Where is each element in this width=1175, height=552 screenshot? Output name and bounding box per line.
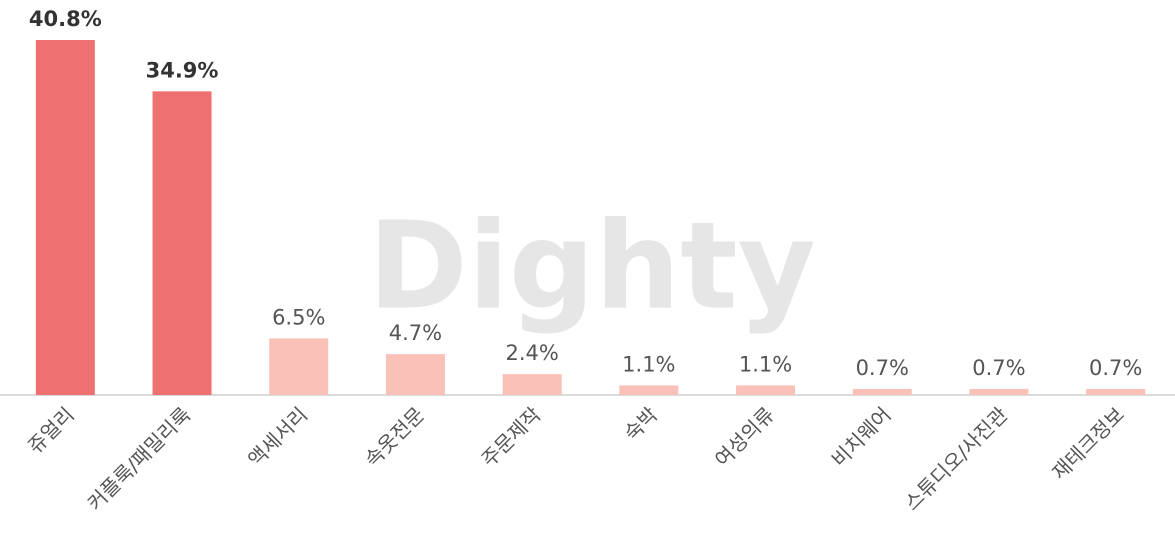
value-label: 2.4% bbox=[505, 341, 558, 365]
value-label: 0.7% bbox=[856, 356, 909, 380]
value-label: 34.9% bbox=[146, 58, 219, 82]
bar bbox=[852, 388, 912, 395]
x-tick-label: 여성의류 bbox=[710, 402, 779, 471]
value-label: 1.1% bbox=[739, 352, 792, 376]
x-tick-label: 쥬얼리 bbox=[23, 402, 79, 458]
bar bbox=[502, 374, 562, 395]
bar bbox=[269, 338, 329, 395]
bar bbox=[35, 40, 95, 395]
bar bbox=[385, 354, 445, 395]
bar bbox=[1086, 388, 1146, 395]
x-tick-label: 재테크정보 bbox=[1047, 402, 1129, 484]
bar bbox=[736, 385, 796, 395]
x-tick-label: 숙박 bbox=[619, 402, 662, 445]
value-label: 0.7% bbox=[1089, 356, 1142, 380]
x-tick-label: 비치웨어 bbox=[827, 402, 896, 471]
value-label: 4.7% bbox=[389, 321, 442, 345]
x-tick-label: 액세서리 bbox=[243, 402, 312, 471]
bar bbox=[619, 385, 679, 395]
value-label: 40.8% bbox=[29, 7, 102, 31]
x-tick-label: 주문제작 bbox=[477, 402, 546, 471]
bar bbox=[969, 388, 1029, 395]
x-tick-label: 커플룩/패밀리룩 bbox=[83, 402, 196, 515]
x-tick-label: 속옷전문 bbox=[360, 402, 429, 471]
bar bbox=[152, 91, 212, 395]
value-label: 0.7% bbox=[972, 356, 1025, 380]
value-label: 1.1% bbox=[622, 352, 675, 376]
value-label: 6.5% bbox=[272, 305, 325, 329]
watermark: Dighty bbox=[368, 198, 816, 337]
x-tick-label: 스튜디오/사진관 bbox=[900, 402, 1013, 515]
